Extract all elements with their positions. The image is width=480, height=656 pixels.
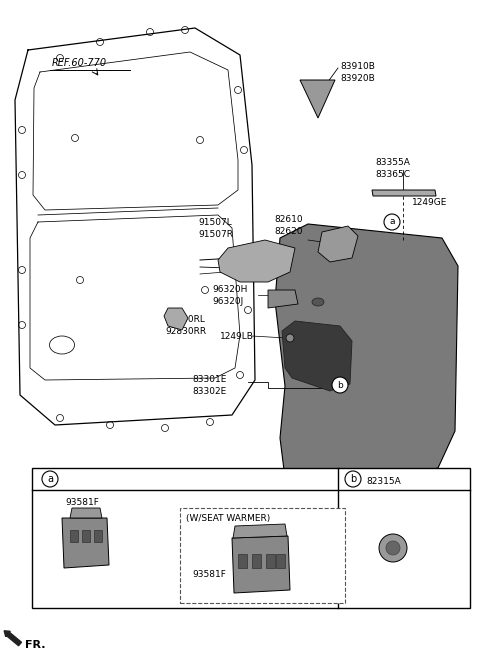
Polygon shape <box>318 226 358 262</box>
Polygon shape <box>164 308 188 330</box>
Text: 92830RR: 92830RR <box>165 327 206 336</box>
Bar <box>276 554 285 568</box>
Text: 1249GE: 1249GE <box>412 198 447 207</box>
Text: a: a <box>47 474 53 484</box>
Text: 96320H: 96320H <box>212 285 247 294</box>
Circle shape <box>386 541 400 555</box>
Polygon shape <box>282 321 352 391</box>
Text: 93581F: 93581F <box>65 498 99 507</box>
Text: 83302E: 83302E <box>192 387 226 396</box>
Text: 83365C: 83365C <box>375 170 410 179</box>
Polygon shape <box>233 524 287 538</box>
Bar <box>70 530 78 542</box>
Text: 83355A: 83355A <box>375 158 410 167</box>
Text: 82620: 82620 <box>274 227 302 236</box>
Text: 91507R: 91507R <box>198 230 233 239</box>
Bar <box>238 554 247 568</box>
Polygon shape <box>218 240 295 282</box>
Bar <box>252 554 261 568</box>
Polygon shape <box>300 80 335 118</box>
Polygon shape <box>232 536 290 593</box>
Circle shape <box>345 471 361 487</box>
Text: a: a <box>389 218 395 226</box>
Text: 96320J: 96320J <box>212 297 243 306</box>
Polygon shape <box>62 518 109 568</box>
Bar <box>94 530 102 542</box>
Circle shape <box>379 534 407 562</box>
Bar <box>266 554 275 568</box>
Bar <box>82 530 90 542</box>
FancyArrow shape <box>4 631 22 646</box>
Text: 91507L: 91507L <box>198 218 232 227</box>
Circle shape <box>384 214 400 230</box>
Text: REF.60-770: REF.60-770 <box>52 58 107 68</box>
Text: FR.: FR. <box>25 640 46 650</box>
Polygon shape <box>372 190 436 196</box>
Text: 82610: 82610 <box>274 215 302 224</box>
Text: 92830RL: 92830RL <box>165 315 205 324</box>
Circle shape <box>286 334 294 342</box>
Text: 83920B: 83920B <box>340 74 375 83</box>
Text: 83301E: 83301E <box>192 375 227 384</box>
Text: 83910B: 83910B <box>340 62 375 71</box>
Ellipse shape <box>312 298 324 306</box>
Text: (W/SEAT WARMER): (W/SEAT WARMER) <box>186 514 270 523</box>
Bar <box>32 468 470 608</box>
Polygon shape <box>275 224 458 494</box>
Polygon shape <box>70 508 102 518</box>
Text: b: b <box>350 474 356 484</box>
Text: 1249LB: 1249LB <box>220 332 254 341</box>
Text: 93581F: 93581F <box>192 570 226 579</box>
Text: b: b <box>337 380 343 390</box>
Circle shape <box>332 377 348 393</box>
Text: 82315A: 82315A <box>366 478 401 487</box>
Bar <box>180 508 345 603</box>
Circle shape <box>42 471 58 487</box>
Polygon shape <box>268 290 298 308</box>
